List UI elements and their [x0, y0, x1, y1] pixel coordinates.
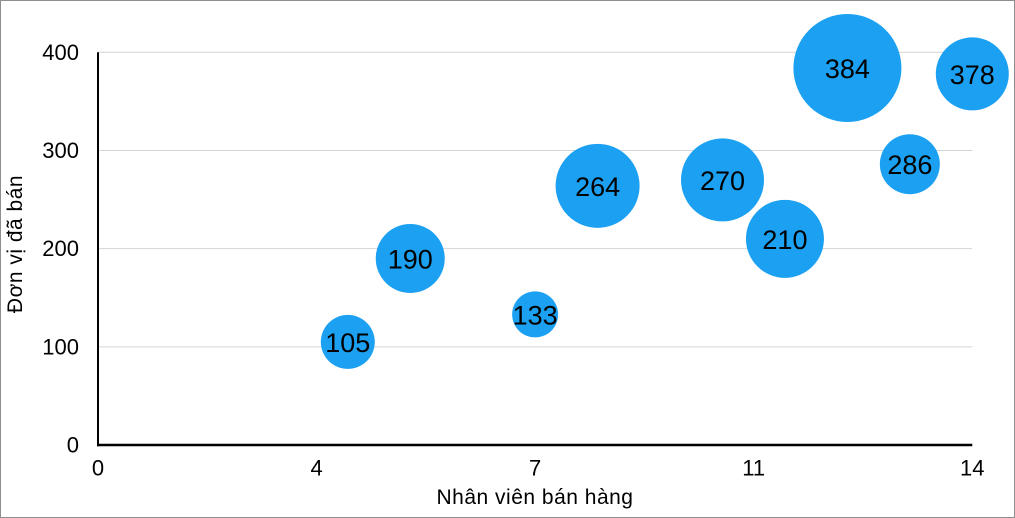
y-tick-label: 400	[42, 40, 79, 65]
x-tick-label: 7	[529, 456, 541, 481]
y-axis-title: Đơn vị đã bán	[4, 174, 27, 314]
bubble[interactable]	[512, 291, 559, 338]
bubble-label: 210	[762, 225, 807, 255]
bubble-label: 270	[700, 166, 745, 196]
x-tick-label: 14	[960, 456, 984, 481]
y-tick-label: 100	[42, 334, 79, 359]
bubble-label: 286	[887, 150, 932, 180]
bubble[interactable]	[320, 314, 375, 369]
x-tick-label: 4	[310, 456, 322, 481]
bubble[interactable]	[879, 134, 940, 195]
x-tick-label: 11	[742, 456, 765, 481]
bubble[interactable]	[375, 223, 445, 293]
y-tick-label: 200	[42, 236, 79, 261]
bubble-label: 190	[388, 244, 433, 274]
bubble-label: 105	[325, 328, 370, 358]
y-tick-label: 0	[67, 433, 79, 458]
bubble[interactable]	[935, 37, 1009, 111]
bubble[interactable]	[681, 138, 764, 222]
x-tick-label: 0	[92, 456, 104, 481]
bubble-label: 378	[950, 60, 995, 90]
bubble-label: 133	[513, 300, 558, 330]
bubble-label: 384	[825, 54, 870, 84]
x-axis-title: Nhân viên bán hàng	[436, 486, 634, 509]
bubble[interactable]	[745, 199, 824, 278]
y-tick-label: 300	[42, 138, 79, 163]
bubble-label: 264	[575, 172, 620, 202]
bubble[interactable]	[793, 14, 902, 123]
bubble[interactable]	[555, 143, 640, 228]
